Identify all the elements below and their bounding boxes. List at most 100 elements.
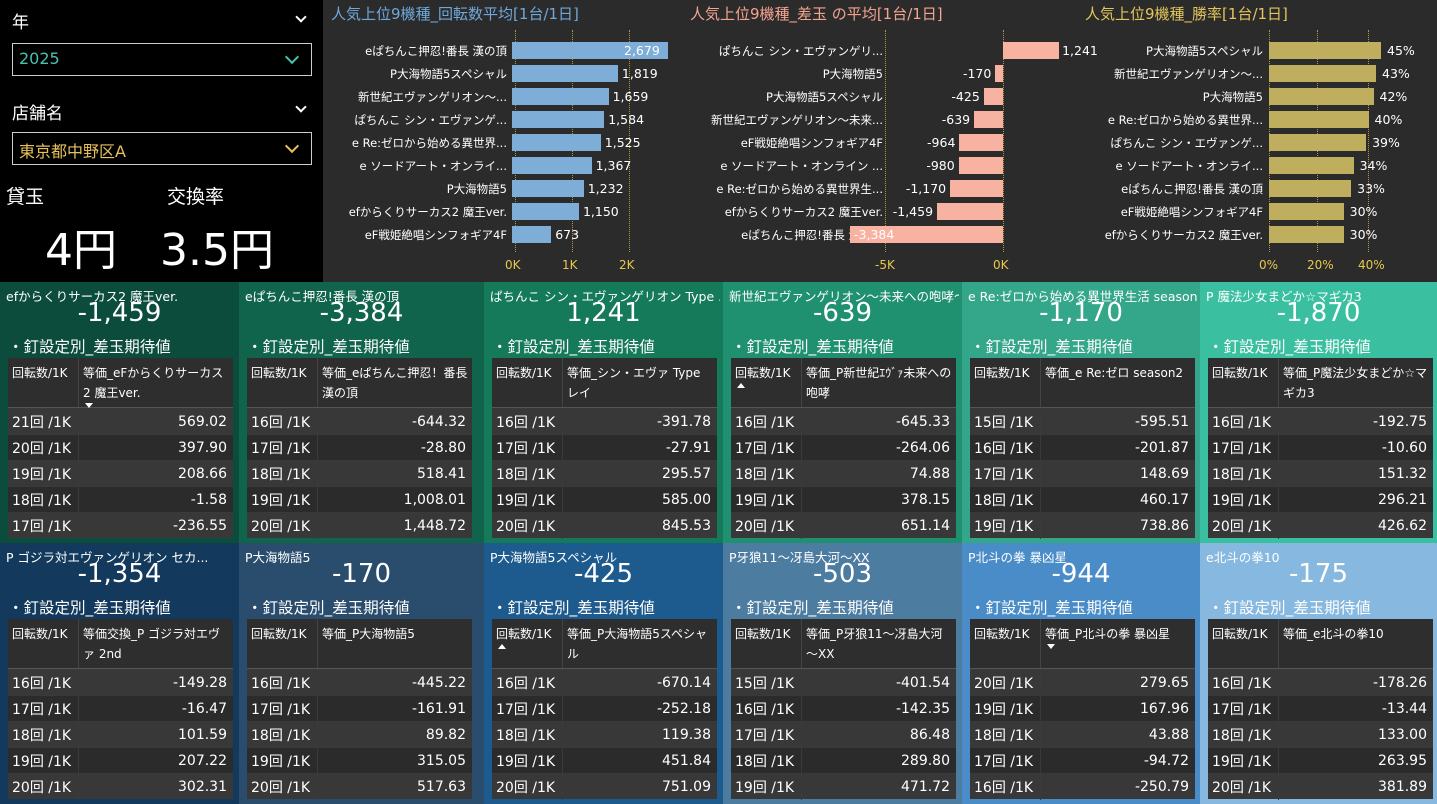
table-row[interactable]: 19回 /1K 167.96 (970, 695, 1195, 722)
column-header-rotation[interactable]: 回転数/1K (974, 627, 1030, 641)
column-header-expected-value[interactable]: 等価_e Re:ゼロ season2 (1040, 358, 1195, 407)
table-row[interactable]: 20回 /1K 397.90 (8, 434, 233, 461)
column-header-expected-value[interactable]: 等価交換_P ゴジラ対エヴァ 2nd (78, 619, 233, 668)
chart-bar[interactable] (1269, 111, 1369, 128)
table-row[interactable]: 16回 /1K -445.22 (247, 669, 472, 696)
chart-bar[interactable] (983, 88, 1003, 105)
chart-bar[interactable] (995, 65, 1003, 82)
table-row[interactable]: 16回 /1K -670.14 (492, 669, 717, 696)
chart-bar[interactable] (1003, 42, 1060, 59)
chart-bar[interactable] (512, 157, 592, 174)
table-row[interactable]: 19回 /1K 738.86 (970, 512, 1195, 539)
table-row[interactable]: 16回 /1K -178.26 (1208, 669, 1433, 696)
table-row[interactable]: 17回 /1K -161.91 (247, 695, 472, 722)
chart-bar[interactable] (512, 111, 605, 128)
chart-bar[interactable] (950, 180, 1003, 197)
chart-bar[interactable] (512, 42, 668, 59)
table-row[interactable]: 18回 /1K 133.00 (1208, 721, 1433, 748)
chart-bar[interactable] (512, 226, 552, 243)
sort-ascending-icon[interactable] (498, 644, 506, 649)
column-header-rotation[interactable]: 回転数/1K (496, 366, 552, 380)
table-row[interactable]: 16回 /1K -391.78 (492, 408, 717, 435)
table-row[interactable]: 19回 /1K 263.95 (1208, 747, 1433, 774)
table-row[interactable]: 18回 /1K 119.38 (492, 721, 717, 748)
column-header-rotation[interactable]: 回転数/1K (974, 366, 1030, 380)
table-row[interactable]: 19回 /1K 471.72 (731, 773, 956, 800)
chevron-down-icon[interactable] (295, 101, 307, 113)
column-header-expected-value[interactable]: 等価_P北斗の拳 暴凶星 (1040, 619, 1195, 668)
table-row[interactable]: 16回 /1K -142.35 (731, 695, 956, 722)
table-row[interactable]: 21回 /1K 569.02 (8, 408, 233, 435)
chart-bar[interactable] (512, 203, 579, 220)
table-row[interactable]: 18回 /1K 460.17 (970, 486, 1195, 513)
table-row[interactable]: 19回 /1K 585.00 (492, 486, 717, 513)
chart-bar[interactable] (1269, 134, 1367, 151)
table-row[interactable]: 20回 /1K 426.62 (1208, 512, 1433, 539)
column-header-rotation[interactable]: 回転数/1K (251, 627, 307, 641)
column-header-expected-value[interactable]: 等価_P大海物語5スペシャル (562, 619, 717, 668)
sort-descending-icon[interactable] (85, 403, 93, 408)
chart-bar[interactable] (974, 111, 1003, 128)
table-row[interactable]: 17回 /1K -236.55 (8, 512, 233, 539)
table-row[interactable]: 17回 /1K -94.72 (970, 747, 1195, 774)
column-header-expected-value[interactable]: 等価_P魔法少女まどか☆マギカ3 (1278, 358, 1433, 407)
table-row[interactable]: 19回 /1K 315.05 (247, 747, 472, 774)
chart-bar[interactable] (1269, 42, 1381, 59)
column-header-expected-value[interactable]: 等価_シン・エヴァ Type レイ (562, 358, 717, 407)
table-row[interactable]: 19回 /1K 207.22 (8, 747, 233, 774)
column-header-rotation[interactable]: 回転数/1K (492, 619, 562, 668)
table-row[interactable]: 20回 /1K 302.31 (8, 773, 233, 800)
table-row[interactable]: 18回 /1K 289.80 (731, 747, 956, 774)
table-row[interactable]: 18回 /1K 89.82 (247, 721, 472, 748)
table-row[interactable]: 16回 /1K -149.28 (8, 669, 233, 696)
column-header-rotation[interactable]: 回転数/1K (12, 366, 68, 380)
table-row[interactable]: 20回 /1K 751.09 (492, 773, 717, 800)
table-row[interactable]: 16回 /1K -645.33 (731, 408, 956, 435)
chart-bar[interactable] (512, 88, 609, 105)
table-row[interactable]: 16回 /1K -201.87 (970, 434, 1195, 461)
table-row[interactable]: 18回 /1K -1.58 (8, 486, 233, 513)
chart-bar[interactable] (1269, 88, 1374, 105)
chart-bar[interactable] (512, 180, 584, 197)
chart-bar[interactable] (958, 157, 1003, 174)
table-row[interactable]: 19回 /1K 296.21 (1208, 486, 1433, 513)
store-dropdown[interactable]: 東京都中野区A (12, 132, 312, 165)
column-header-rotation[interactable]: 回転数/1K (12, 627, 68, 641)
table-row[interactable]: 18回 /1K 151.32 (1208, 460, 1433, 487)
chart-bar[interactable] (850, 226, 1003, 243)
table-row[interactable]: 15回 /1K -401.54 (731, 669, 956, 696)
chart-bar[interactable] (1269, 157, 1354, 174)
table-row[interactable]: 20回 /1K 651.14 (731, 512, 956, 539)
table-row[interactable]: 18回 /1K 101.59 (8, 721, 233, 748)
column-header-expected-value[interactable]: 等価_eぱちんこ押忍！番長 漢の頂 (317, 358, 472, 407)
column-header-expected-value[interactable]: 等価_P牙狼11～冴島大河～XX (801, 619, 956, 668)
chevron-down-icon[interactable] (295, 11, 307, 23)
table-row[interactable]: 17回 /1K -10.60 (1208, 434, 1433, 461)
column-header-expected-value[interactable]: 等価_P新世紀ｴｳﾞｧ未来への咆哮 (801, 358, 956, 407)
column-header-rotation[interactable]: 回転数/1K (251, 366, 307, 380)
chart-bar[interactable] (1269, 226, 1344, 243)
table-row[interactable]: 20回 /1K 381.89 (1208, 773, 1433, 800)
chart-bar[interactable] (512, 65, 618, 82)
table-row[interactable]: 19回 /1K 451.84 (492, 747, 717, 774)
table-row[interactable]: 19回 /1K 378.15 (731, 486, 956, 513)
year-dropdown[interactable]: 2025 (12, 43, 312, 76)
table-row[interactable]: 17回 /1K -28.80 (247, 434, 472, 461)
table-row[interactable]: 16回 /1K -250.79 (970, 773, 1195, 800)
table-row[interactable]: 20回 /1K 1,448.72 (247, 512, 472, 539)
table-row[interactable]: 17回 /1K -27.91 (492, 434, 717, 461)
column-header-rotation[interactable]: 回転数/1K (1212, 627, 1268, 641)
chart-bar[interactable] (959, 134, 1003, 151)
table-row[interactable]: 17回 /1K -264.06 (731, 434, 956, 461)
table-row[interactable]: 18回 /1K 295.57 (492, 460, 717, 487)
table-row[interactable]: 17回 /1K 148.69 (970, 460, 1195, 487)
table-row[interactable]: 20回 /1K 279.65 (970, 669, 1195, 696)
column-header-expected-value[interactable]: 等価_e北斗の拳10 (1278, 619, 1433, 668)
chart-bar[interactable] (1269, 203, 1344, 220)
table-row[interactable]: 16回 /1K -192.75 (1208, 408, 1433, 435)
column-header-expected-value[interactable]: 等価_P大海物語5 (317, 619, 472, 668)
chart-bar[interactable] (1269, 180, 1352, 197)
column-header-rotation[interactable]: 回転数/1K (735, 627, 791, 641)
table-row[interactable]: 17回 /1K -16.47 (8, 695, 233, 722)
table-row[interactable]: 19回 /1K 208.66 (8, 460, 233, 487)
